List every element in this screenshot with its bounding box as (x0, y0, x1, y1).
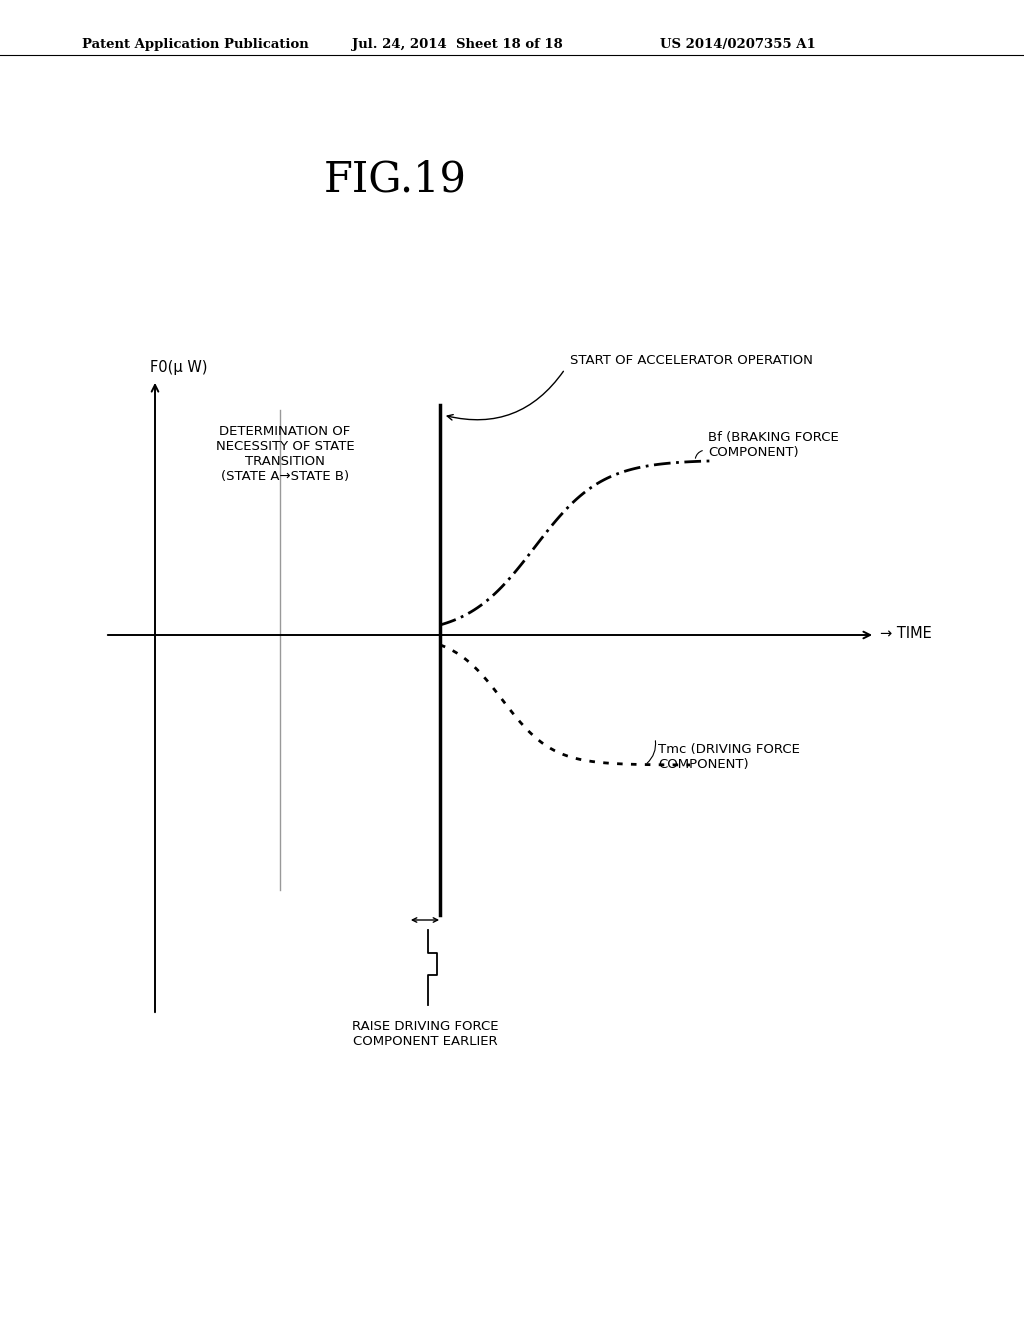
Text: F0(μ W): F0(μ W) (150, 360, 208, 375)
Text: DETERMINATION OF
NECESSITY OF STATE
TRANSITION
(STATE A→STATE B): DETERMINATION OF NECESSITY OF STATE TRAN… (216, 425, 354, 483)
Text: FIG.19: FIG.19 (324, 158, 467, 201)
Text: Tmc (DRIVING FORCE
COMPONENT): Tmc (DRIVING FORCE COMPONENT) (658, 743, 800, 771)
Text: Jul. 24, 2014  Sheet 18 of 18: Jul. 24, 2014 Sheet 18 of 18 (352, 38, 563, 51)
Text: Patent Application Publication: Patent Application Publication (82, 38, 309, 51)
Text: RAISE DRIVING FORCE
COMPONENT EARLIER: RAISE DRIVING FORCE COMPONENT EARLIER (352, 1020, 499, 1048)
Text: Bf (BRAKING FORCE
COMPONENT): Bf (BRAKING FORCE COMPONENT) (708, 432, 839, 459)
Text: → TIME: → TIME (880, 626, 932, 640)
Text: START OF ACCELERATOR OPERATION: START OF ACCELERATOR OPERATION (570, 354, 813, 367)
Text: US 2014/0207355 A1: US 2014/0207355 A1 (660, 38, 816, 51)
